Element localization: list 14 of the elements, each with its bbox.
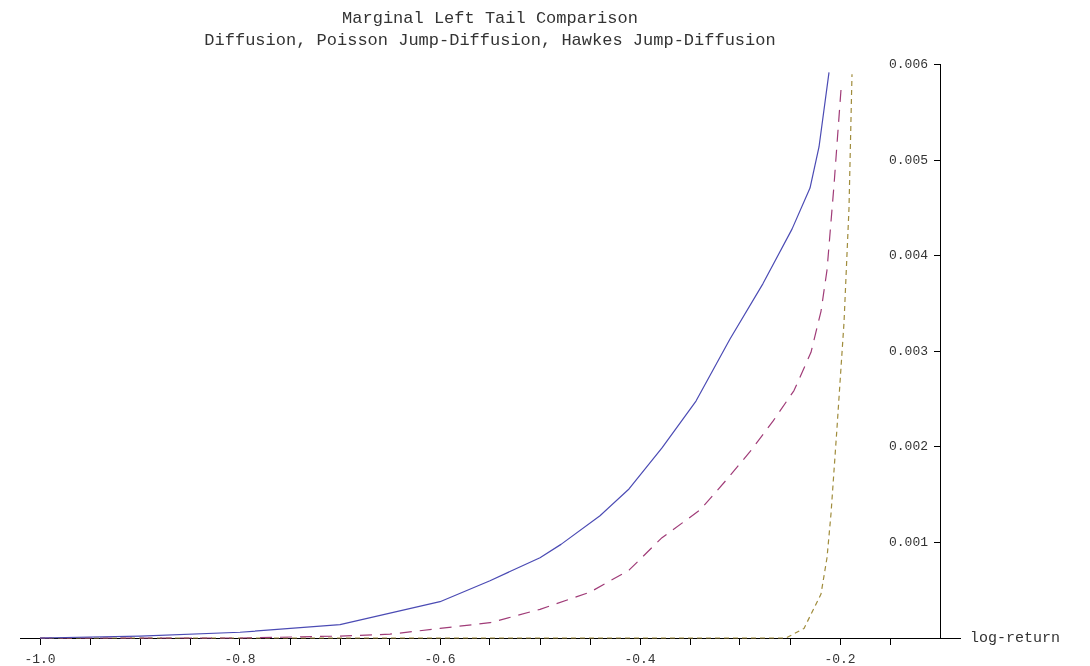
x-tick-label: -0.8 [224, 652, 256, 666]
x-tick-label: -1.0 [24, 652, 56, 666]
chart-title: Marginal Left Tail Comparison [342, 8, 638, 28]
x-tick-label: -0.6 [424, 652, 456, 666]
x-axis-title: log-return [970, 629, 1061, 647]
y-tick-label: 0.001 [888, 534, 929, 550]
y-tick-label: 0.002 [888, 439, 928, 455]
y-tick-label: 0.003 [888, 343, 928, 359]
y-tick-label: 0.006 [888, 57, 928, 73]
x-tick-label: -0.4 [624, 652, 656, 666]
y-tick-label: 0.004 [888, 248, 929, 264]
y-tick-label: 0.005 [888, 152, 928, 168]
x-tick-label: -0.2 [824, 652, 856, 666]
chart-subtitle: Diffusion, Poisson Jump-Diffusion, Hawkes Jump-Diffusion [204, 31, 776, 51]
